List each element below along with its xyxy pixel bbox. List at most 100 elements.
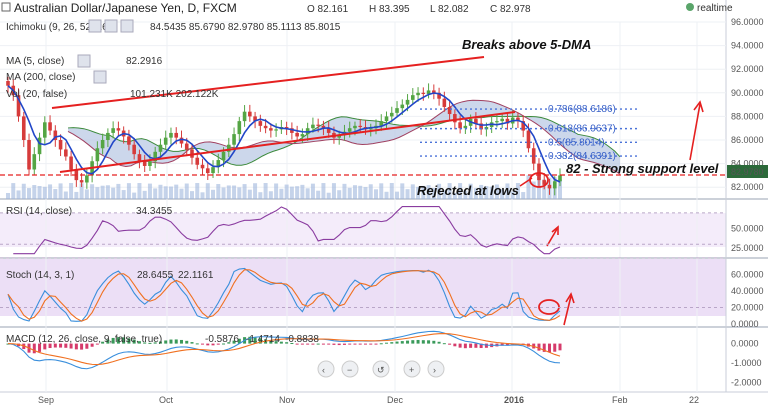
- candle-body: [531, 148, 536, 164]
- arrow-stoch: [563, 295, 572, 326]
- candle-body: [495, 121, 499, 123]
- candle-body: [416, 92, 420, 96]
- volume-bar: [168, 186, 173, 199]
- macd-hist-bar: [474, 343, 478, 348]
- zoom-in-icon[interactable]: [403, 360, 421, 378]
- macd-hist-bar: [279, 341, 283, 344]
- candle-body: [300, 134, 305, 137]
- volume-bar: [326, 192, 331, 199]
- macd-tick-label: 0.0000: [731, 339, 759, 349]
- candle-body: [216, 160, 221, 168]
- macd-hist-bar: [227, 342, 231, 344]
- volume-bar: [205, 183, 210, 199]
- macd-hist-bar: [321, 343, 325, 345]
- macd-hist-bar: [132, 339, 136, 344]
- ichimoku-label[interactable]: Ichimoku (9, 26, 52, 26): [6, 22, 111, 33]
- volume-bar: [463, 190, 468, 199]
- volume-bar: [32, 185, 37, 199]
- ma200-eye-icon[interactable]: [93, 70, 107, 84]
- macd-hist-bar: [353, 343, 357, 345]
- candle-body: [526, 130, 531, 149]
- volume-bar: [305, 188, 310, 199]
- macd-label[interactable]: MACD (12, 26, close, 9, false, true): [6, 334, 162, 345]
- macd-hist-bar: [74, 343, 78, 350]
- candle-body: [27, 140, 31, 170]
- annotation-rejected: Rejected at lows: [417, 183, 519, 198]
- macd-hist-bar: [211, 343, 215, 346]
- ma5-label[interactable]: MA (5, close): [6, 56, 64, 67]
- volume-bar: [27, 188, 32, 199]
- price-tick-label: 96.0000: [731, 17, 764, 27]
- volume-bar: [521, 192, 526, 199]
- time-tick-label: 2016: [504, 395, 524, 405]
- rsi-path: [13, 206, 561, 255]
- macd-hist-bar: [101, 341, 105, 344]
- nav-right-icon[interactable]: [427, 360, 445, 378]
- grid-lines: [0, 21, 726, 392]
- volume-bar: [84, 189, 89, 199]
- ma5-eye-icon[interactable]: [77, 54, 91, 68]
- zoom-out-icon[interactable]: [341, 360, 359, 378]
- candle-body: [43, 122, 47, 138]
- volume-bar: [405, 189, 410, 199]
- macd-hist-bar: [237, 338, 241, 344]
- ma5-path: [7, 85, 561, 183]
- volume-bar: [263, 183, 268, 199]
- candle-body: [263, 125, 268, 129]
- rsi-pane-fill: [0, 213, 726, 247]
- macd-hist-bar: [169, 339, 173, 344]
- nav-left-icon[interactable]: [317, 360, 335, 378]
- nav-left-glyph: ‹: [322, 365, 325, 375]
- stoch-label[interactable]: Stoch (14, 3, 1): [6, 270, 74, 281]
- stoch-d-path: [7, 269, 561, 322]
- volume-bar: [410, 184, 415, 199]
- eye-icon[interactable]: [88, 19, 102, 33]
- macd-hist-bar: [295, 343, 299, 345]
- candle-body: [211, 167, 215, 174]
- macd-hist-bar: [153, 342, 157, 344]
- volume-bar: [558, 179, 562, 199]
- candle-body: [474, 118, 478, 124]
- close-icon[interactable]: [120, 19, 134, 33]
- volume-bar: [195, 183, 200, 199]
- volume-bar: [174, 184, 179, 199]
- vol-label[interactable]: Vol (20, false): [6, 89, 67, 100]
- candle-body: [274, 129, 278, 131]
- price-axis: 82.0000 84.0000 86.0000 88.0000 90.0000 92.00…: [731, 17, 764, 387]
- zoom-out-glyph: −: [347, 365, 352, 375]
- reset-icon[interactable]: [372, 360, 390, 378]
- candle-body: [384, 116, 389, 122]
- arrow-up-main: [689, 103, 701, 161]
- last-price-text: 82.9780: [731, 167, 764, 177]
- volume-bar: [247, 189, 252, 199]
- stoch-lines: [0, 257, 726, 322]
- fib-label: 0.382(84.6391): [548, 151, 616, 162]
- rsi-label[interactable]: RSI (14, close): [6, 206, 72, 217]
- macd-hist-bar: [484, 343, 488, 348]
- macd-hist-bar: [190, 342, 194, 344]
- ma200-label[interactable]: MA (200, close): [6, 72, 75, 83]
- candle-body: [432, 90, 436, 93]
- rsi-tick-label: 50.0000: [731, 224, 764, 234]
- volume-bar: [468, 183, 473, 199]
- candle-body: [95, 148, 100, 162]
- volume-bar: [442, 190, 447, 199]
- macd-hist-bar: [127, 338, 131, 344]
- candle-body: [421, 92, 426, 94]
- settings-icon[interactable]: [104, 19, 118, 33]
- time-tick-label: Feb: [612, 395, 628, 405]
- candle-body: [106, 132, 110, 140]
- ichimoku-values: 84.5435 85.6790 82.9780 85.1113 85.8015: [150, 22, 341, 33]
- volume-bar: [316, 190, 321, 199]
- symbol-collapse-icon[interactable]: [1, 2, 11, 12]
- rsi-tick-label: 25.0000: [731, 243, 764, 253]
- macd-hist-bar: [306, 343, 310, 345]
- candle-body: [400, 104, 405, 109]
- volume-bar: [90, 184, 95, 199]
- volume-bar: [126, 183, 131, 199]
- macd-hist-bar: [32, 343, 36, 354]
- macd-hist-bar: [53, 343, 57, 348]
- volume-bar: [279, 188, 284, 199]
